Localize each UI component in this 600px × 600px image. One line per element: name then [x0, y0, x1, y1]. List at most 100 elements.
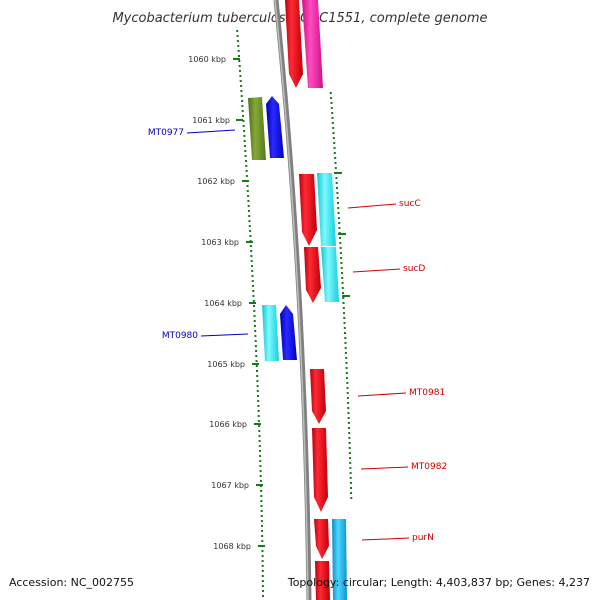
- ruler-dot: [262, 590, 264, 592]
- gene-sucD-cyan[interactable]: [321, 247, 339, 302]
- ruler-dot: [334, 167, 337, 169]
- gene-label-sucD[interactable]: sucD: [403, 264, 425, 274]
- leader-line-MT0981: [357, 392, 407, 397]
- leader-line-MT0982: [360, 466, 409, 470]
- ruler-dot: [261, 530, 264, 532]
- gene-MT0981-red[interactable]: [310, 369, 326, 424]
- ruler-dot: [261, 570, 264, 572]
- gene-label-MT0980[interactable]: MT0980: [162, 331, 198, 341]
- ruler-dot: [337, 217, 340, 219]
- gene-reverse-blue[interactable]: [266, 96, 284, 158]
- gene-MT0982-red[interactable]: [312, 428, 328, 512]
- gene-sucC-cyan[interactable]: [317, 173, 336, 246]
- ruler-dot: [245, 165, 248, 167]
- ruler-dot: [261, 560, 264, 562]
- gene-label-purN[interactable]: purN: [412, 533, 434, 543]
- gene-sucD-red[interactable]: [304, 247, 321, 303]
- gene-label-MT0982[interactable]: MT0982: [411, 462, 447, 472]
- gene-forward-pink[interactable]: [302, 0, 323, 88]
- ruler-dot: [255, 355, 258, 357]
- ruler-dot: [339, 237, 341, 239]
- gene-cyan[interactable]: [262, 305, 279, 361]
- ruler-dot: [251, 270, 254, 272]
- gene-skyblue-bottom[interactable]: [332, 519, 347, 600]
- ruler-dot: [253, 315, 256, 317]
- tick-label-1066: 1066 kbp: [209, 420, 247, 429]
- ruler-dot: [335, 182, 338, 184]
- gene-label-sucC[interactable]: sucC: [399, 199, 421, 209]
- leader-line-purN: [361, 537, 410, 541]
- ruler-dot: [247, 210, 250, 212]
- ruler-dot: [253, 305, 255, 307]
- ruler-dot: [341, 277, 344, 279]
- gene-reverse-blue-2[interactable]: [280, 305, 297, 360]
- gene-sucC-red[interactable]: [299, 174, 317, 246]
- ruler-dot: [341, 282, 344, 284]
- ruler-dot: [259, 460, 262, 462]
- ruler-dot: [346, 382, 349, 384]
- ruler-dot: [345, 367, 348, 369]
- ruler-dot: [256, 390, 259, 392]
- ruler-dot: [261, 555, 264, 557]
- ruler-dot: [237, 50, 240, 52]
- ruler-dot: [336, 192, 339, 194]
- ruler-dot: [347, 422, 350, 424]
- tick-label-1063: 1063 kbp: [201, 238, 239, 247]
- ruler-dot: [251, 280, 254, 282]
- gene-label-MT0977[interactable]: MT0977: [148, 128, 184, 138]
- ruler-dot: [247, 200, 250, 202]
- ruler-dot: [240, 90, 243, 92]
- ruler-dot: [333, 142, 336, 144]
- ruler-dot: [348, 432, 351, 434]
- gene-forward-red[interactable]: [285, 0, 303, 88]
- ruler-dot: [344, 337, 347, 339]
- ruler-dot: [344, 342, 347, 344]
- tick-label-1064: 1064 kbp: [204, 299, 242, 308]
- ruler-dot: [240, 95, 243, 97]
- ruler-dot: [255, 365, 258, 367]
- gene-purN-red[interactable]: [314, 519, 329, 559]
- ruler-dot: [335, 177, 338, 179]
- accession-text: Accession: NC_002755: [9, 576, 134, 589]
- ruler-dot: [340, 267, 343, 269]
- ruler-dot: [250, 255, 253, 257]
- ruler-dot: [334, 162, 337, 164]
- ruler-dot: [341, 272, 343, 274]
- ruler-dot: [248, 220, 251, 222]
- ruler-track-left: [236, 30, 264, 597]
- ruler-dot: [337, 207, 340, 209]
- ruler-dot: [261, 585, 264, 587]
- ruler-dot: [331, 117, 334, 119]
- ruler-dot: [245, 175, 248, 177]
- ruler-dot: [345, 357, 348, 359]
- ruler-dot: [260, 520, 263, 522]
- ruler-dot: [348, 452, 351, 454]
- ruler-dot: [262, 595, 264, 597]
- gene-red-bottom[interactable]: [315, 561, 330, 600]
- gene-olive[interactable]: [248, 97, 266, 160]
- ruler-dot: [331, 122, 334, 124]
- ruler-dot: [252, 295, 255, 297]
- ruler-dot: [260, 500, 263, 502]
- ruler-dot: [340, 257, 343, 259]
- ruler-dot: [260, 510, 263, 512]
- ruler-dot: [347, 402, 350, 404]
- ruler-dot: [253, 320, 256, 322]
- tick-label-1060: 1060 kbp: [188, 55, 226, 64]
- ruler-dot: [342, 297, 345, 299]
- tick-label-1068: 1068 kbp: [213, 542, 251, 551]
- ruler-dot: [254, 330, 257, 332]
- ruler-dot: [258, 445, 261, 447]
- topology-summary-text: Topology: circular; Length: 4,403,837 bp…: [287, 576, 590, 589]
- ruler-dot: [348, 437, 351, 439]
- gene-label-MT0981[interactable]: MT0981: [409, 388, 445, 398]
- ruler-dot: [331, 112, 334, 114]
- ruler-dot: [342, 307, 345, 309]
- ruler-dot: [245, 170, 248, 172]
- ruler-dot: [243, 130, 246, 132]
- ruler-dot: [251, 265, 253, 267]
- ruler-dot: [245, 160, 247, 162]
- ruler-dot: [341, 287, 344, 289]
- ruler-dot: [259, 465, 262, 467]
- ruler-dot: [332, 127, 335, 129]
